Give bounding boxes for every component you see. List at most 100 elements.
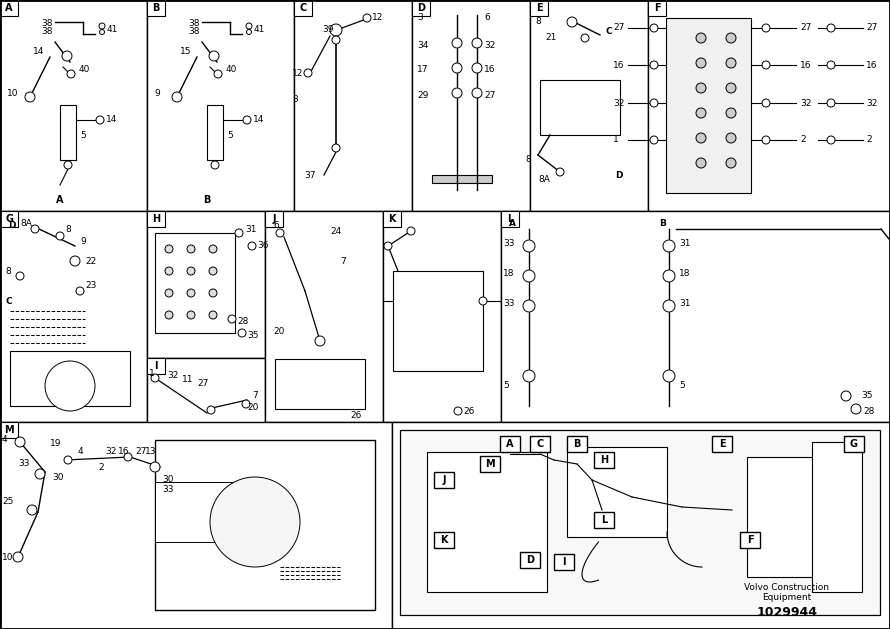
Circle shape bbox=[56, 232, 64, 240]
Text: 32: 32 bbox=[167, 372, 178, 381]
Text: 16: 16 bbox=[484, 65, 496, 74]
Text: G: G bbox=[850, 439, 858, 449]
Circle shape bbox=[726, 158, 736, 168]
Circle shape bbox=[696, 33, 706, 43]
Text: 12: 12 bbox=[292, 69, 303, 77]
Text: 32: 32 bbox=[105, 447, 117, 457]
Circle shape bbox=[762, 136, 770, 144]
Bar bbox=[434, 532, 454, 548]
Circle shape bbox=[187, 289, 195, 297]
Bar bbox=[648, 0, 890, 211]
Text: C: C bbox=[5, 296, 12, 306]
Text: 22: 22 bbox=[85, 257, 96, 265]
Text: 2: 2 bbox=[800, 135, 805, 145]
Circle shape bbox=[726, 108, 736, 118]
Text: 30: 30 bbox=[52, 472, 63, 482]
Text: 38: 38 bbox=[188, 28, 199, 36]
Text: A: A bbox=[5, 3, 12, 13]
Circle shape bbox=[726, 133, 736, 143]
Circle shape bbox=[762, 61, 770, 69]
Circle shape bbox=[242, 400, 250, 408]
Text: 40: 40 bbox=[79, 65, 91, 74]
Text: 27: 27 bbox=[613, 23, 625, 33]
Circle shape bbox=[99, 23, 105, 29]
Text: 4: 4 bbox=[2, 435, 8, 445]
Bar bbox=[383, 211, 501, 422]
Circle shape bbox=[165, 267, 173, 275]
Text: F: F bbox=[653, 3, 660, 13]
Circle shape bbox=[210, 477, 300, 567]
Circle shape bbox=[16, 272, 24, 280]
Text: 16: 16 bbox=[866, 60, 878, 69]
Text: 29: 29 bbox=[417, 91, 428, 99]
Bar bbox=[155, 233, 235, 333]
Text: 32: 32 bbox=[484, 40, 496, 50]
Text: L: L bbox=[507, 214, 514, 224]
Circle shape bbox=[35, 469, 45, 479]
Text: M: M bbox=[485, 459, 495, 469]
Bar bbox=[412, 0, 430, 16]
Text: 33: 33 bbox=[503, 299, 514, 308]
Text: 38: 38 bbox=[41, 28, 53, 36]
Text: 40: 40 bbox=[226, 65, 238, 74]
Bar bbox=[0, 422, 392, 629]
Text: 34: 34 bbox=[417, 40, 428, 50]
Text: 36: 36 bbox=[257, 242, 269, 250]
Circle shape bbox=[663, 370, 675, 382]
Circle shape bbox=[70, 256, 80, 266]
Circle shape bbox=[304, 69, 312, 77]
Text: A: A bbox=[509, 218, 516, 228]
Bar bbox=[500, 436, 520, 452]
Circle shape bbox=[452, 63, 462, 73]
Text: 2: 2 bbox=[98, 462, 103, 472]
Circle shape bbox=[247, 30, 252, 35]
Text: 31: 31 bbox=[245, 225, 256, 233]
Bar bbox=[520, 552, 540, 568]
Text: E: E bbox=[536, 3, 542, 13]
Bar bbox=[412, 0, 530, 211]
Bar bbox=[383, 211, 401, 227]
Text: 5: 5 bbox=[503, 382, 509, 391]
Circle shape bbox=[211, 161, 219, 169]
Bar bbox=[594, 512, 614, 528]
Circle shape bbox=[330, 24, 342, 36]
Circle shape bbox=[64, 161, 72, 169]
Bar bbox=[147, 358, 265, 462]
Circle shape bbox=[235, 229, 243, 237]
Text: 27: 27 bbox=[484, 91, 496, 99]
Circle shape bbox=[124, 453, 132, 461]
Text: 32: 32 bbox=[613, 99, 625, 108]
Bar bbox=[275, 359, 365, 409]
Text: 27: 27 bbox=[866, 23, 878, 33]
Bar bbox=[393, 271, 483, 371]
Circle shape bbox=[246, 23, 252, 29]
Text: 38: 38 bbox=[188, 19, 199, 28]
Bar bbox=[294, 0, 412, 211]
Text: 18: 18 bbox=[503, 269, 514, 279]
Text: G: G bbox=[5, 214, 13, 224]
Circle shape bbox=[332, 36, 340, 44]
Text: 8A: 8A bbox=[20, 218, 32, 228]
Bar bbox=[155, 440, 375, 610]
Bar bbox=[0, 0, 147, 211]
Circle shape bbox=[172, 92, 182, 102]
Circle shape bbox=[384, 242, 392, 250]
Text: A: A bbox=[56, 195, 63, 205]
Bar bbox=[530, 0, 548, 16]
Text: 1: 1 bbox=[613, 135, 619, 145]
Circle shape bbox=[472, 63, 482, 73]
Bar bbox=[147, 358, 165, 374]
Bar bbox=[265, 211, 283, 227]
Circle shape bbox=[150, 462, 160, 472]
Circle shape bbox=[472, 38, 482, 48]
Bar bbox=[530, 436, 550, 452]
Text: 20: 20 bbox=[273, 326, 285, 335]
Text: 35: 35 bbox=[247, 331, 258, 340]
Text: 8: 8 bbox=[525, 155, 530, 165]
Text: 14: 14 bbox=[253, 116, 264, 125]
Bar bbox=[567, 436, 587, 452]
Circle shape bbox=[726, 58, 736, 68]
Text: B: B bbox=[573, 439, 580, 449]
Text: 27: 27 bbox=[800, 23, 812, 33]
Text: Equipment: Equipment bbox=[763, 593, 812, 601]
